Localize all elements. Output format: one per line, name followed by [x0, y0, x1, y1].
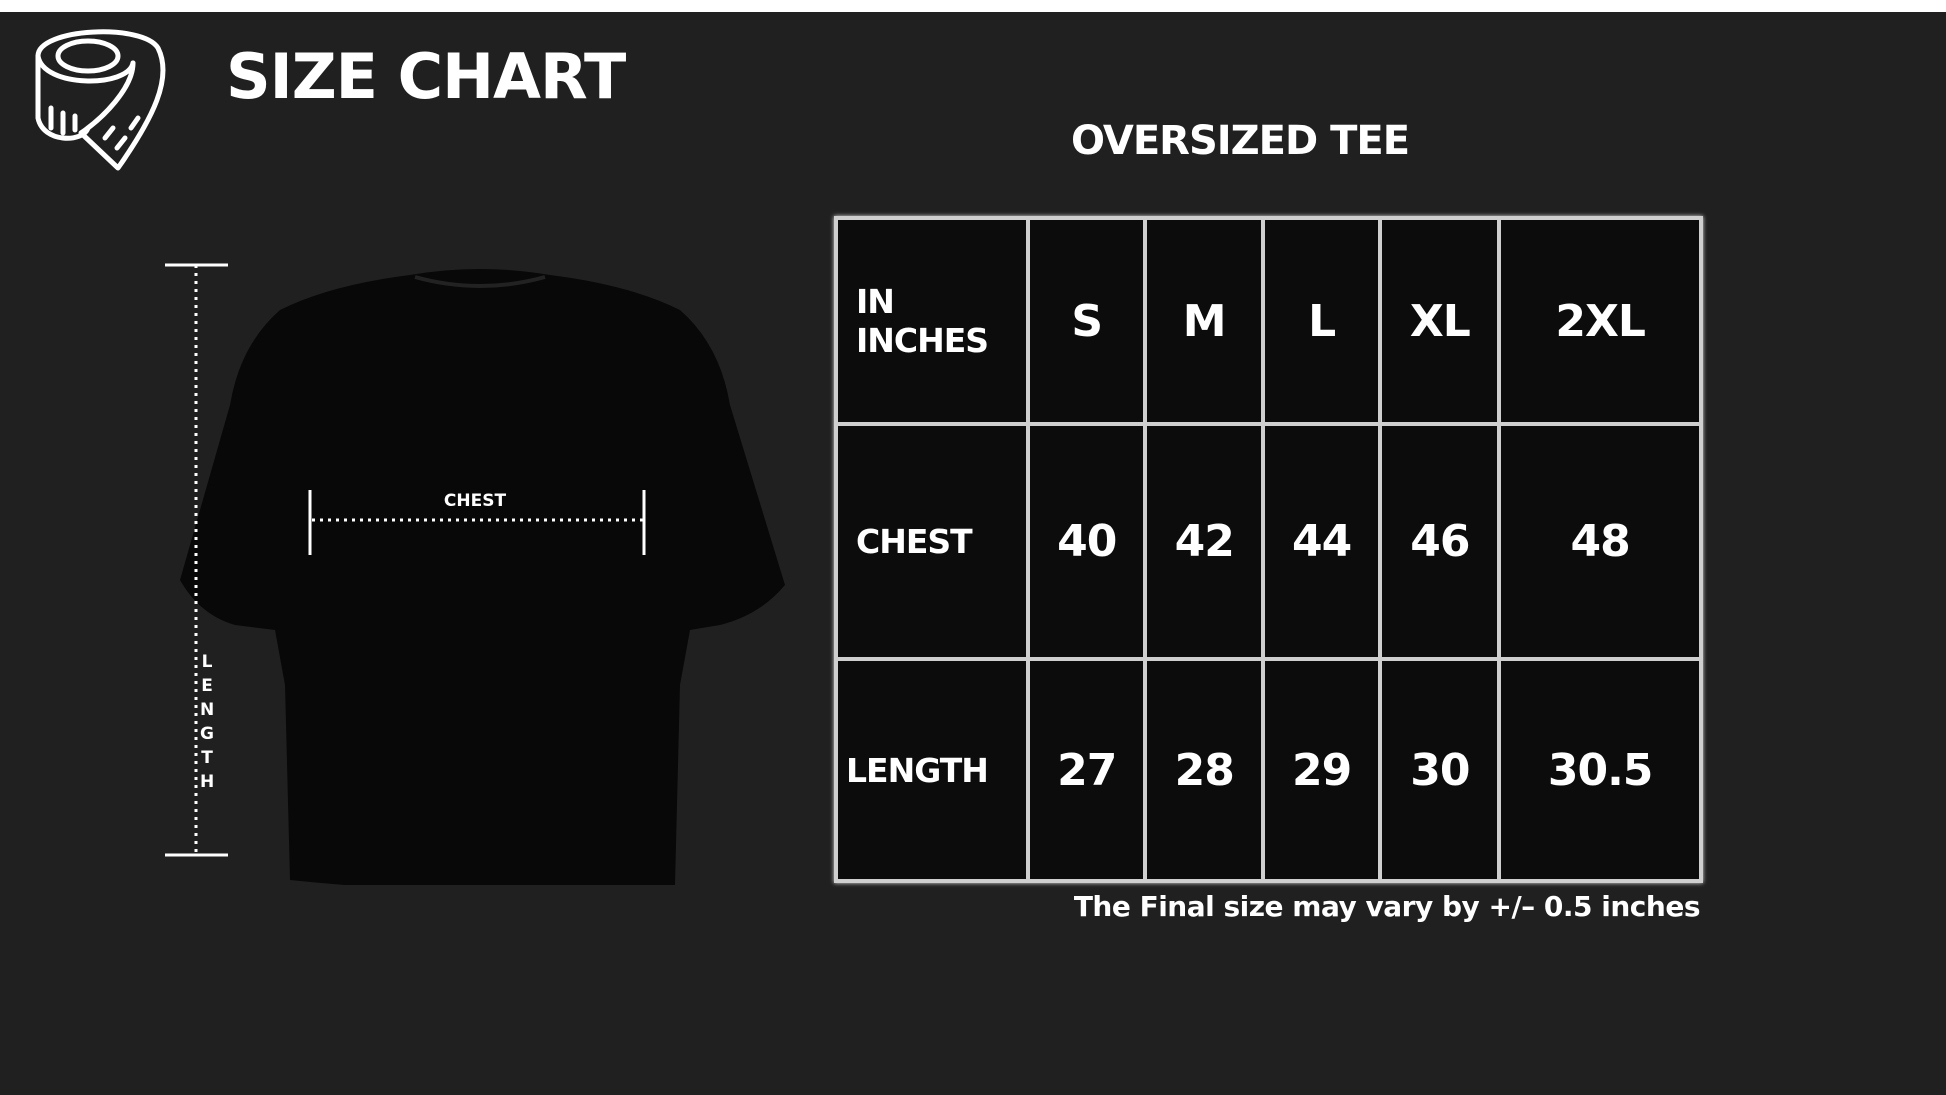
table-row: LENGTH 27 28 29 30 30.5 [834, 657, 1703, 883]
table-cell: 29 [1260, 657, 1383, 883]
top-strip [0, 0, 1946, 12]
table-cell: 44 [1260, 422, 1383, 661]
table-cell: 42 [1143, 422, 1265, 661]
table-cell: 46 [1378, 422, 1502, 661]
unit-line2: INCHES [856, 321, 989, 360]
size-header: L [1260, 216, 1383, 426]
length-label: LENGTH [200, 652, 215, 792]
table-cell: 40 [1025, 422, 1148, 661]
table-row: CHEST 40 42 44 46 48 [834, 422, 1703, 661]
table-cell: 48 [1497, 422, 1703, 661]
unit-line1: IN [856, 282, 895, 321]
table-cell: 27 [1025, 657, 1148, 883]
size-header: S [1025, 216, 1148, 426]
size-header: M [1143, 216, 1265, 426]
table-cell: 30 [1378, 657, 1502, 883]
table-header-row: IN INCHES S M L XL 2XL [834, 216, 1703, 426]
tshirt-diagram [165, 263, 785, 885]
tshirt-shape [180, 269, 785, 885]
row-label: CHEST [834, 422, 1030, 661]
page-title: SIZE CHART [226, 40, 626, 113]
size-header: XL [1378, 216, 1502, 426]
table-cell: 30.5 [1497, 657, 1703, 883]
product-title: OVERSIZED TEE [1070, 118, 1410, 164]
size-table: IN INCHES S M L XL 2XL CHEST 40 42 44 46 … [834, 216, 1703, 883]
length-measure-line [165, 263, 228, 857]
unit-cell: IN INCHES [834, 216, 1030, 426]
table-cell: 28 [1143, 657, 1265, 883]
size-variance-note: The Final size may vary by +/– 0.5 inche… [1073, 890, 1701, 923]
chest-label: CHEST [443, 491, 507, 511]
measuring-tape-icon [35, 29, 166, 171]
size-header: 2XL [1497, 216, 1703, 426]
chest-measure-line [308, 490, 646, 555]
row-label: LENGTH [834, 657, 1030, 883]
